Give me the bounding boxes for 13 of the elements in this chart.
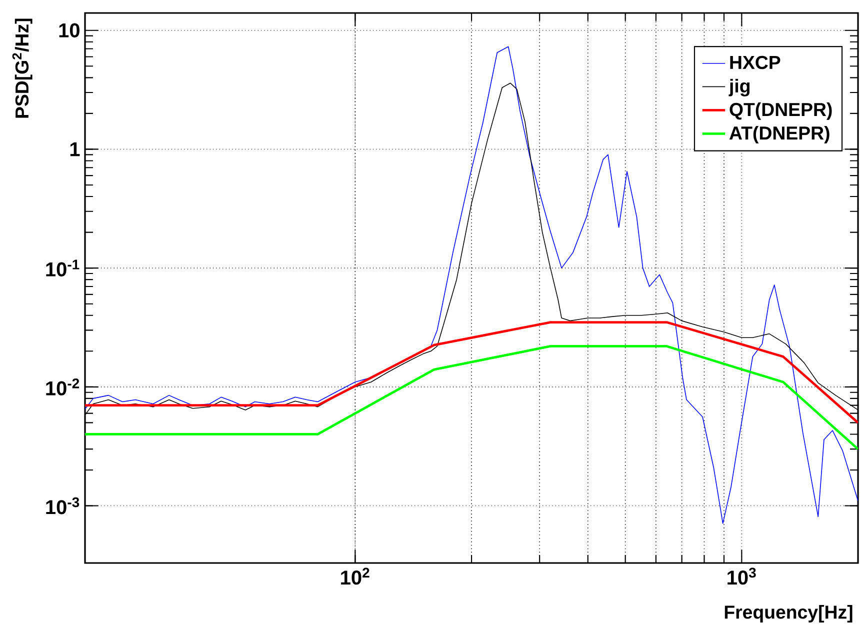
y-tick-label: 10: [59, 23, 80, 38]
x-axis-title: Frequency[Hz]: [724, 605, 852, 622]
y-tick-label: 10$^{-1}$: [46, 260, 80, 277]
legend-label: QT(DNEPR): [730, 102, 832, 120]
y-tick-label: 10$^{-2}$: [46, 378, 80, 396]
legend-label: HXCP: [730, 56, 780, 70]
x-tick-label: 10$^{3}$: [728, 568, 756, 585]
y-tick-label: 10$^{-3}$: [46, 497, 80, 514]
y-axis-title: PSD[G$^{2}$/Hz]: [12, 18, 32, 118]
x-tick-label: 10$^{2}$: [341, 568, 370, 585]
legend-label: AT(DNEPR): [729, 126, 830, 144]
y-tick-label: 1: [70, 142, 80, 156]
legend-label: jig: [728, 78, 750, 96]
